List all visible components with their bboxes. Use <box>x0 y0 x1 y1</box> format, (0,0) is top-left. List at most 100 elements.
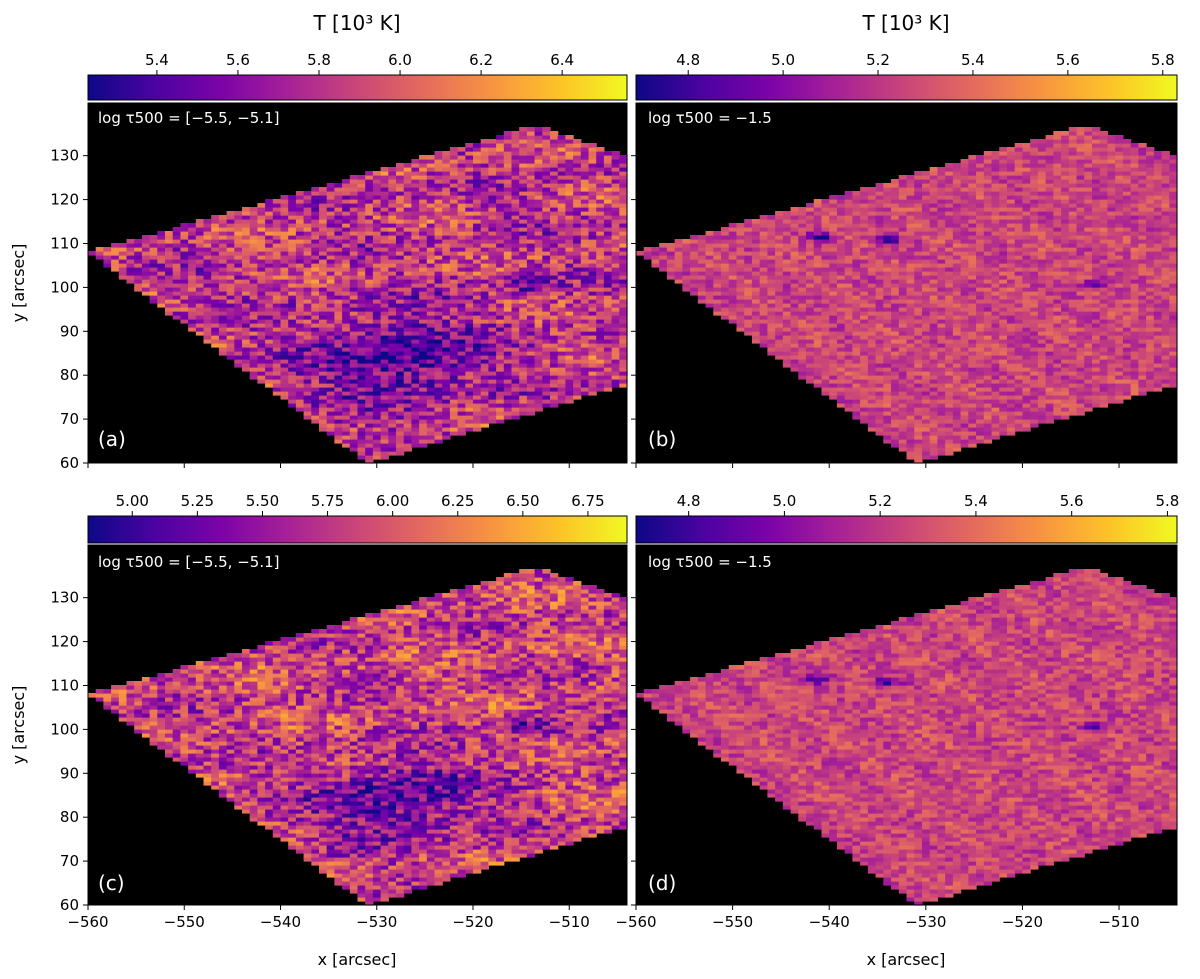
heatmap-cell <box>281 195 289 200</box>
heatmap-cell <box>542 227 550 232</box>
heatmap-cell <box>945 347 953 352</box>
heatmap-cell <box>589 319 597 324</box>
heatmap-cell <box>512 371 520 376</box>
heatmap-cell <box>1107 335 1115 340</box>
heatmap-cell <box>1015 407 1023 412</box>
heatmap-cell <box>945 351 953 356</box>
heatmap-cell <box>465 395 473 400</box>
heatmap-cell <box>504 395 512 400</box>
heatmap-cell <box>465 299 473 304</box>
heatmap-cell <box>542 203 550 208</box>
heatmap-cell <box>1053 383 1061 388</box>
heatmap-cell <box>1084 391 1092 396</box>
heatmap-cell <box>473 283 481 288</box>
heatmap-cell <box>427 311 435 316</box>
heatmap-cell <box>481 227 489 232</box>
heatmap-cell <box>450 335 458 340</box>
heatmap-cell <box>1123 351 1131 356</box>
heatmap-cell <box>435 167 443 172</box>
heatmap-cell <box>204 239 212 244</box>
heatmap-cell <box>427 323 435 328</box>
colorbar-tick-label: 5.8 <box>307 51 331 69</box>
heatmap-cell <box>496 223 504 228</box>
heatmap-cell <box>558 319 566 324</box>
heatmap-cell <box>519 311 527 316</box>
heatmap-cell <box>798 363 806 368</box>
heatmap-cell <box>604 339 612 344</box>
heatmap-cell <box>527 311 535 316</box>
heatmap-cell <box>596 155 604 160</box>
heatmap-cell <box>589 275 597 280</box>
heatmap-cell <box>519 171 527 176</box>
heatmap-cell <box>250 355 258 360</box>
heatmap-cell <box>891 443 899 448</box>
heatmap-cell <box>968 335 976 340</box>
heatmap-cell <box>227 299 235 304</box>
heatmap-cell <box>1107 371 1115 376</box>
heatmap-cell <box>829 331 837 336</box>
heatmap-cell <box>512 287 520 292</box>
heatmap-cell <box>304 211 312 216</box>
heatmap-cell <box>311 395 319 400</box>
heatmap-cell <box>527 251 535 256</box>
heatmap-cell <box>334 319 342 324</box>
heatmap-cell <box>427 435 435 440</box>
heatmap-cell <box>435 295 443 300</box>
heatmap-cell <box>542 295 550 300</box>
heatmap-cell <box>350 419 358 424</box>
heatmap-cell <box>565 391 573 396</box>
heatmap-cell <box>1069 399 1077 404</box>
heatmap-cell <box>1084 407 1092 412</box>
heatmap-cell <box>419 259 427 264</box>
heatmap-cell <box>404 311 412 316</box>
heatmap-cell <box>565 343 573 348</box>
heatmap-cell <box>930 387 938 392</box>
heatmap-cell <box>1107 331 1115 336</box>
heatmap-cell <box>473 419 481 424</box>
heatmap-cell <box>1069 359 1077 364</box>
heatmap-cell <box>435 371 443 376</box>
heatmap-cell <box>527 243 535 248</box>
heatmap-cell <box>542 399 550 404</box>
heatmap-cell <box>481 231 489 236</box>
heatmap-cell <box>1007 375 1015 380</box>
heatmap-cell <box>296 247 304 252</box>
heatmap-cell <box>465 251 473 256</box>
heatmap-cell <box>173 299 181 304</box>
heatmap-cell <box>342 187 350 192</box>
heatmap-cell <box>868 359 876 364</box>
heatmap-cell <box>473 255 481 260</box>
colorbar-a <box>88 75 627 100</box>
heatmap-cell <box>937 443 945 448</box>
heatmap-cell <box>953 407 961 412</box>
heatmap-cell <box>473 199 481 204</box>
heatmap-cell <box>304 411 312 416</box>
heatmap-cell <box>573 247 581 252</box>
heatmap-cell <box>358 339 366 344</box>
heatmap-cell <box>496 299 504 304</box>
heatmap-cell <box>596 367 604 372</box>
heatmap-cell <box>473 351 481 356</box>
heatmap-cell <box>388 407 396 412</box>
heatmap-cell <box>937 343 945 348</box>
heatmap-cell <box>419 439 427 444</box>
heatmap-cell <box>157 251 165 256</box>
heatmap-cell <box>798 327 806 332</box>
heatmap-cell <box>953 327 961 332</box>
heatmap-cell <box>860 351 868 356</box>
heatmap-cell <box>573 351 581 356</box>
heatmap-cell <box>358 307 366 312</box>
heatmap-cell <box>1061 359 1069 364</box>
heatmap-cell <box>180 307 188 312</box>
heatmap-cell <box>257 219 265 224</box>
heatmap-cell <box>411 383 419 388</box>
heatmap-cell <box>334 355 342 360</box>
heatmap-cell <box>365 179 373 184</box>
heatmap-cell <box>458 291 466 296</box>
heatmap-cell <box>504 219 512 224</box>
heatmap-cell <box>396 251 404 256</box>
heatmap-cell <box>127 263 135 268</box>
heatmap-cell <box>265 219 273 224</box>
heatmap-cell <box>504 195 512 200</box>
heatmap-cell <box>1107 395 1115 400</box>
